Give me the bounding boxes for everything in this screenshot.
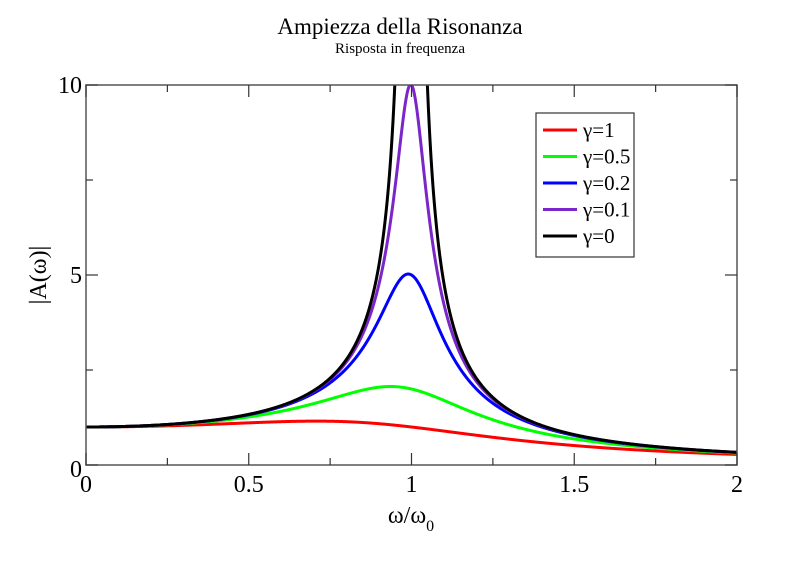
legend-box	[535, 112, 635, 258]
plot-curves	[86, 85, 737, 456]
y-tick-label: 0	[70, 457, 82, 483]
legend-label: γ=0.5	[582, 145, 630, 169]
legend-label: γ=1	[582, 118, 615, 142]
chart-subtitle: Risposta in frequenza	[335, 41, 465, 57]
x-tick-label: 0	[80, 472, 92, 498]
legend: γ=1 γ=0.5γ=0.2 γ=0.1γ=0	[535, 112, 635, 258]
y-tick-label: 5	[70, 263, 82, 289]
x-axis-label: ω/ω0	[388, 503, 434, 535]
tick-labels: 0 0.5 1 1.5 2 0 5 10	[58, 73, 743, 498]
y-axis-label: |A(ω)|	[26, 246, 52, 305]
x-tick-label: 1	[406, 472, 418, 498]
series-line-4	[86, 85, 737, 454]
legend-label: γ=0.1	[582, 198, 630, 222]
x-tick-label: 2	[731, 472, 743, 498]
chart-title: Ampiezza della Risonanza	[277, 14, 523, 39]
y-tick-label: 10	[58, 73, 82, 99]
series-line-3	[86, 85, 737, 454]
axis-ticks	[85, 84, 738, 466]
series-line-1	[86, 385, 737, 455]
legend-label: γ=0.2	[582, 171, 630, 195]
x-tick-label: 1.5	[559, 472, 589, 498]
x-tick-label: 0.5	[234, 472, 264, 498]
legend-label: γ=0	[582, 224, 615, 248]
series-line-0	[86, 419, 737, 456]
